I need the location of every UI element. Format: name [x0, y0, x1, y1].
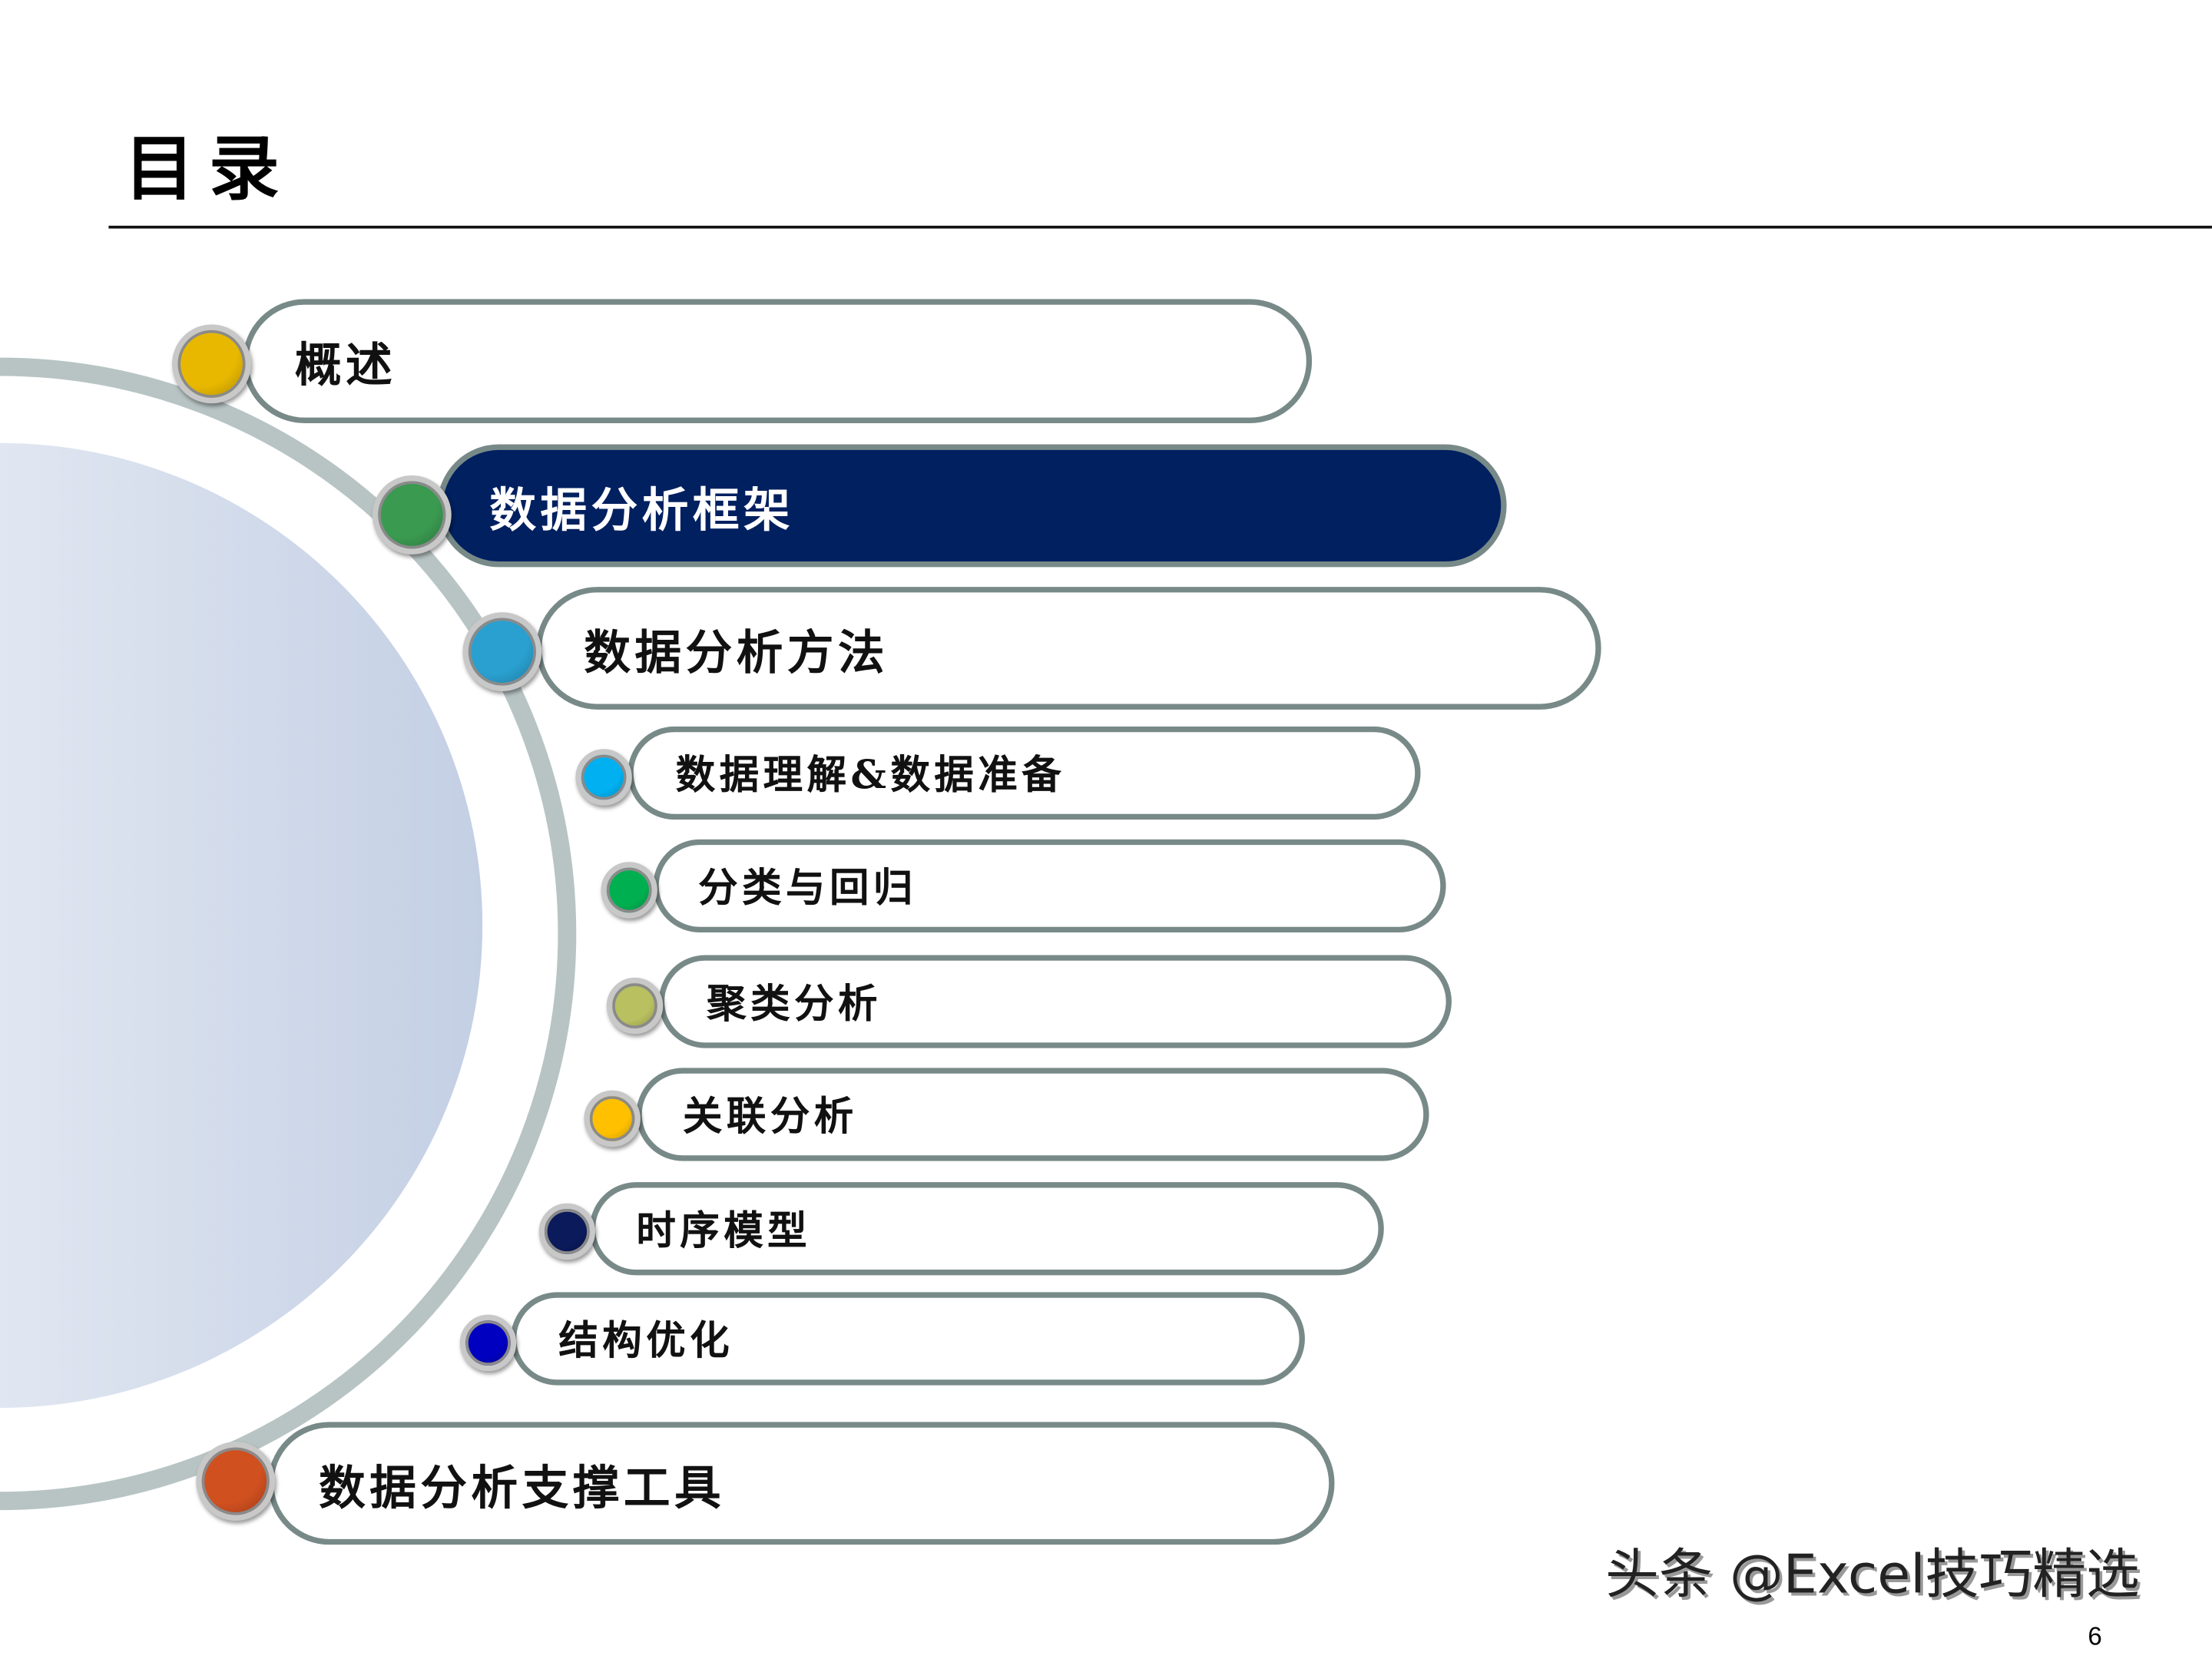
toc-item-label: 数据分析方法: [584, 624, 889, 680]
bullet-dot-icon: [606, 977, 664, 1035]
bullet-dot-icon: [459, 1314, 517, 1372]
bullet-dot-icon: [601, 862, 657, 919]
toc-item-label: 聚类分析: [707, 980, 882, 1028]
toc-item-label: 结构优化: [558, 1317, 734, 1365]
bullet-dot-icon: [172, 324, 251, 404]
bullet-dot-icon: [584, 1090, 641, 1147]
toc-item-label: 分类与回归: [698, 864, 917, 912]
title-divider: [108, 225, 2212, 229]
toc-item[interactable]: 数据分析方法: [535, 587, 1601, 710]
toc-item[interactable]: 时序模型: [589, 1182, 1384, 1276]
toc-item-label: 概述: [294, 336, 397, 392]
page-title: 目录: [124, 127, 294, 210]
toc-item-label: 数据分析支撑工具: [319, 1459, 726, 1515]
toc-item-label: 数据理解&数据准备: [675, 751, 1066, 799]
watermark: 头条 @Excel技巧精选: [1605, 1543, 2140, 1606]
toc-item[interactable]: 数据分析支撑工具: [267, 1422, 1335, 1545]
bullet-dot-icon: [462, 612, 542, 691]
bullet-dot-icon: [538, 1203, 596, 1260]
toc-item[interactable]: 概述: [242, 299, 1313, 424]
decor-disc: [0, 442, 482, 1408]
toc-item[interactable]: 数据理解&数据准备: [628, 726, 1421, 820]
bullet-dot-icon: [372, 475, 452, 555]
decor-ring: [0, 357, 577, 1510]
bullet-dot-icon: [575, 749, 632, 806]
toc-item[interactable]: 分类与回归: [653, 839, 1446, 933]
toc-item[interactable]: 聚类分析: [658, 955, 1452, 1048]
toc-item-label: 时序模型: [636, 1207, 812, 1254]
toc-item-label: 数据分析框架: [489, 482, 795, 537]
page-number: 6: [2088, 1622, 2102, 1651]
toc-item-label: 关联分析: [682, 1093, 858, 1141]
toc-item[interactable]: 关联分析: [636, 1068, 1429, 1161]
toc-item[interactable]: 数据分析框架: [437, 444, 1507, 568]
toc-item[interactable]: 结构优化: [510, 1292, 1305, 1386]
bullet-dot-icon: [196, 1442, 276, 1521]
